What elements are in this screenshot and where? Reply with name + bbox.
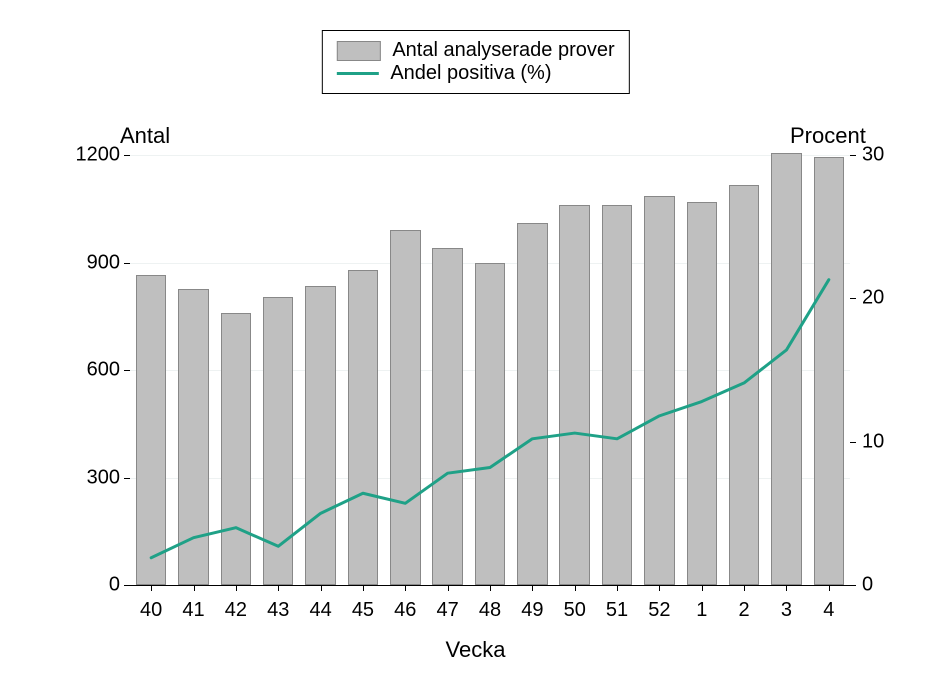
x-tick-label: 40: [140, 599, 162, 622]
bar: [771, 153, 801, 585]
legend-swatch-line: [336, 72, 378, 75]
bar: [348, 270, 378, 585]
bar: [136, 275, 166, 585]
y-right-axis-title: Procent: [790, 123, 866, 149]
bar: [390, 230, 420, 585]
x-tick-mark: [744, 585, 745, 591]
x-tick-label: 45: [352, 599, 374, 622]
bar: [221, 313, 251, 585]
chart-container: Antal analyserade prover Andel positiva …: [0, 0, 951, 692]
x-tick-label: 48: [479, 599, 501, 622]
x-tick-mark: [151, 585, 152, 591]
x-tick-label: 41: [182, 599, 204, 622]
x-tick-mark: [575, 585, 576, 591]
x-tick-mark: [490, 585, 491, 591]
y-left-tick-mark: [124, 478, 130, 479]
x-tick-label: 1: [696, 599, 707, 622]
y-right-tick-mark: [850, 585, 856, 586]
y-right-tick-mark: [850, 155, 856, 156]
x-tick-mark: [321, 585, 322, 591]
x-tick-label: 2: [739, 599, 750, 622]
legend-swatch-bar: [336, 41, 380, 61]
bar: [432, 248, 462, 585]
y-left-tick-label: 900: [70, 251, 120, 274]
y-right-tick-label: 30: [862, 144, 884, 167]
y-right-tick-label: 20: [862, 287, 884, 310]
y-left-tick-label: 600: [70, 359, 120, 382]
y-left-axis-title: Antal: [120, 123, 170, 149]
x-tick-mark: [829, 585, 830, 591]
bar: [305, 286, 335, 585]
x-tick-mark: [448, 585, 449, 591]
legend-item-line: Andel positiva (%): [336, 62, 614, 85]
x-tick-mark: [532, 585, 533, 591]
x-tick-label: 51: [606, 599, 628, 622]
y-left-tick-label: 1200: [70, 144, 120, 167]
x-tick-label: 43: [267, 599, 289, 622]
bar: [687, 202, 717, 585]
gridline: [130, 155, 850, 156]
x-tick-mark: [194, 585, 195, 591]
bar: [178, 289, 208, 585]
bar: [475, 263, 505, 586]
x-tick-mark: [617, 585, 618, 591]
bar: [517, 223, 547, 585]
x-tick-label: 44: [309, 599, 331, 622]
y-left-tick-mark: [124, 155, 130, 156]
bar: [814, 157, 844, 585]
x-tick-label: 49: [521, 599, 543, 622]
bar: [602, 205, 632, 585]
x-tick-mark: [405, 585, 406, 591]
legend-item-bars: Antal analyserade prover: [336, 39, 614, 62]
x-tick-label: 4: [823, 599, 834, 622]
x-tick-label: 3: [781, 599, 792, 622]
x-tick-mark: [659, 585, 660, 591]
y-left-tick-label: 0: [70, 574, 120, 597]
y-right-tick-label: 10: [862, 430, 884, 453]
y-right-tick-mark: [850, 298, 856, 299]
y-right-tick-label: 0: [862, 574, 873, 597]
legend-label-line: Andel positiva (%): [390, 62, 551, 85]
y-right-tick-mark: [850, 442, 856, 443]
y-left-tick-mark: [124, 370, 130, 371]
x-tick-mark: [236, 585, 237, 591]
x-tick-label: 50: [564, 599, 586, 622]
x-tick-label: 52: [648, 599, 670, 622]
x-tick-mark: [278, 585, 279, 591]
plot-area: [130, 155, 850, 586]
x-tick-label: 47: [437, 599, 459, 622]
legend: Antal analyserade prover Andel positiva …: [321, 30, 629, 94]
x-tick-label: 46: [394, 599, 416, 622]
bar: [644, 196, 674, 585]
y-left-tick-label: 300: [70, 466, 120, 489]
y-left-tick-mark: [124, 263, 130, 264]
x-tick-mark: [363, 585, 364, 591]
x-tick-mark: [702, 585, 703, 591]
x-tick-label: 42: [225, 599, 247, 622]
x-axis-title: Vecka: [446, 637, 506, 663]
y-left-tick-mark: [124, 585, 130, 586]
bar: [263, 297, 293, 585]
x-tick-mark: [786, 585, 787, 591]
bar: [559, 205, 589, 585]
legend-label-bars: Antal analyserade prover: [392, 39, 614, 62]
bar: [729, 185, 759, 585]
